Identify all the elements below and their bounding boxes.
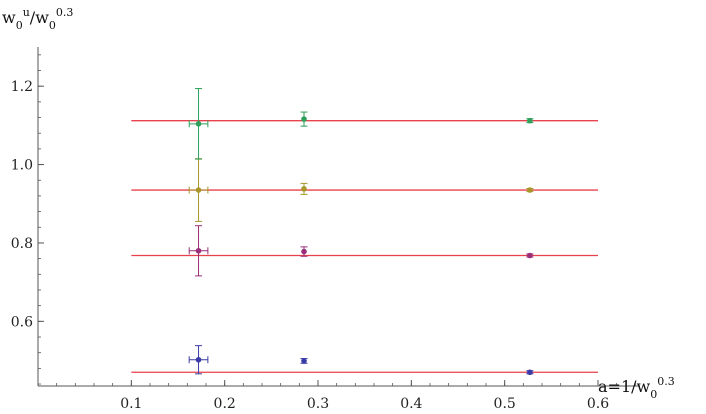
y-tick-label: 1.2 xyxy=(11,79,33,95)
data-point xyxy=(301,358,307,364)
data-point xyxy=(527,252,533,259)
data-point xyxy=(195,356,202,363)
x-tick-label: 0.3 xyxy=(307,396,329,412)
data-point xyxy=(195,247,202,254)
data-points xyxy=(188,88,534,376)
fit-lines xyxy=(131,120,598,373)
data-point xyxy=(527,187,533,193)
data-point xyxy=(527,369,533,376)
x-axis-label: a=1/w00.3 xyxy=(598,375,675,401)
data-point xyxy=(301,186,307,192)
x-tick-label: 0.2 xyxy=(214,396,236,412)
x-tick-label: 0.4 xyxy=(400,396,422,412)
data-point xyxy=(195,121,202,127)
y-tick-label: 0.8 xyxy=(11,236,33,252)
x-tick-label: 0.6 xyxy=(587,396,609,412)
data-point xyxy=(301,116,307,122)
axes: 0.1 0.2 0.3 0.4 0.5 0.6 0.6 0.8 1.0 1.2 xyxy=(11,47,640,412)
data-point xyxy=(195,187,202,193)
y-tick-label: 1.0 xyxy=(11,158,33,174)
x-tick-label: 0.1 xyxy=(120,396,142,412)
y-tick-label: 0.6 xyxy=(11,314,33,330)
data-point xyxy=(527,117,533,124)
x-tick-label: 0.5 xyxy=(494,396,516,412)
data-point xyxy=(301,248,307,255)
axis-labels: w0u/w00.3 a=1/w00.3 xyxy=(2,6,675,401)
y-axis-label: w0u/w00.3 xyxy=(2,6,73,32)
